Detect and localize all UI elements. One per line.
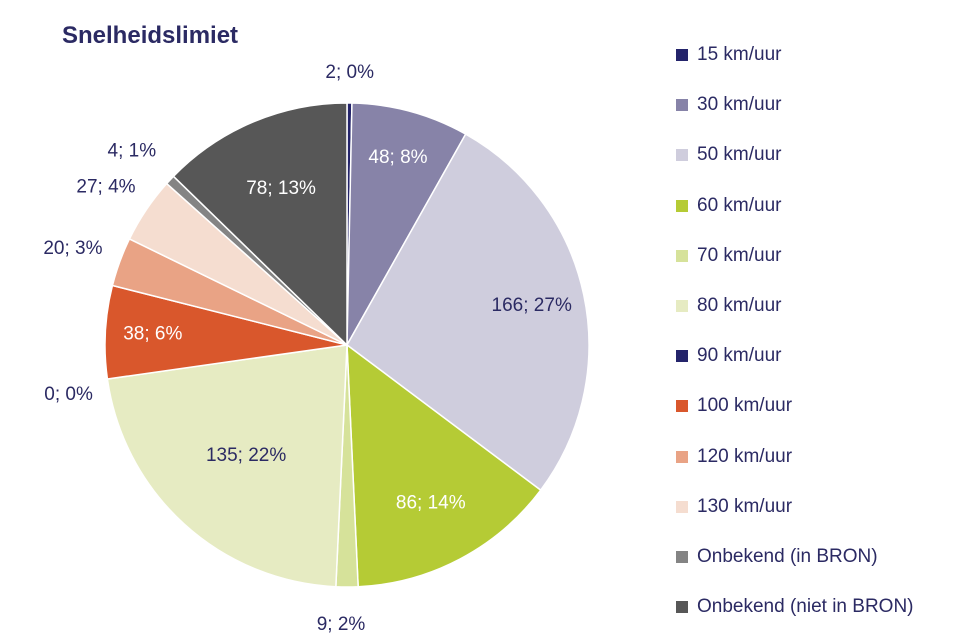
- legend-swatch: [676, 450, 688, 463]
- pie-slice-onbekend-niet-in-bron: [172, 102, 348, 347]
- legend-label: Onbekend (in BRON): [697, 545, 878, 567]
- legend-label: 30 km/uur: [697, 94, 782, 116]
- legend-label: 130 km/uur: [697, 495, 793, 517]
- legend-label: Onbekend (niet in BRON): [697, 596, 914, 618]
- data-label-70-km-uur: 9; 2%: [317, 614, 366, 635]
- legend-swatch: [676, 249, 688, 262]
- data-label-100-km-uur: 38; 6%: [123, 323, 182, 344]
- legend-label: 60 km/uur: [697, 194, 782, 216]
- data-label-80-km-uur: 135; 22%: [206, 445, 286, 466]
- data-label-130-km-uur: 27; 4%: [76, 177, 135, 198]
- legend-item-80-km-uur: 80 km/uur: [676, 281, 914, 331]
- legend-swatch: [676, 49, 688, 62]
- data-label-15-km-uur: 2; 0%: [325, 62, 374, 83]
- chart-title: Snelheidslimiet: [62, 22, 239, 49]
- data-label-30-km-uur: 48; 8%: [368, 147, 427, 168]
- legend-item-onbekend-niet-in-bron: Onbekend (niet in BRON): [676, 582, 914, 632]
- legend-swatch: [676, 199, 688, 212]
- legend-item-30-km-uur: 30 km/uur: [676, 80, 914, 130]
- legend-item-120-km-uur: 120 km/uur: [676, 432, 914, 482]
- legend-label: 50 km/uur: [697, 144, 782, 166]
- legend-swatch: [676, 350, 688, 363]
- legend-label: 100 km/uur: [697, 395, 793, 417]
- legend-item-50-km-uur: 50 km/uur: [676, 130, 914, 180]
- pie-slices: [104, 102, 590, 588]
- legend-label: 15 km/uur: [697, 44, 782, 66]
- pie-slice-60-km-uur: [346, 343, 542, 588]
- data-label-90-km-uur: 0; 0%: [44, 384, 93, 405]
- legend-item-100-km-uur: 100 km/uur: [676, 381, 914, 431]
- data-label-50-km-uur: 166; 27%: [492, 295, 572, 316]
- pie-slice-80-km-uur: [106, 344, 348, 588]
- legend-swatch: [676, 400, 688, 413]
- pie-data-labels: 2; 0% 48; 8% 166; 27% 86; 14% 9; 2% 135; 22% 0…: [43, 62, 572, 635]
- legend-item-60-km-uur: 60 km/uur: [676, 181, 914, 231]
- legend-item-90-km-uur: 90 km/uur: [676, 331, 914, 381]
- chart-legend: 15 km/uur 30 km/uur 50 km/uur 60 km/uur 70 k…: [676, 30, 914, 632]
- data-label-60-km-uur: 86; 14%: [396, 492, 466, 513]
- legend-swatch: [676, 149, 688, 162]
- legend-label: 90 km/uur: [697, 345, 782, 367]
- pie-slice-30-km-uur: [346, 102, 467, 346]
- legend-label: 120 km/uur: [697, 445, 793, 467]
- pie-slice-50-km-uur: [346, 133, 590, 492]
- legend-label: 80 km/uur: [697, 295, 782, 317]
- data-label-onbekend-niet-in-bron: 78; 13%: [246, 178, 316, 199]
- legend-swatch: [676, 500, 688, 513]
- legend-swatch: [676, 601, 688, 614]
- legend-item-onbekend-in-bron: Onbekend (in BRON): [676, 532, 914, 582]
- legend-swatch: [676, 300, 688, 313]
- data-label-120-km-uur: 20; 3%: [43, 238, 102, 259]
- legend-item-70-km-uur: 70 km/uur: [676, 231, 914, 281]
- legend-swatch: [676, 99, 688, 112]
- legend-swatch: [676, 550, 688, 563]
- legend-item-15-km-uur: 15 km/uur: [676, 30, 914, 80]
- data-label-onbekend-in-bron: 4; 1%: [108, 141, 157, 162]
- legend-label: 70 km/uur: [697, 244, 782, 266]
- legend-item-130-km-uur: 130 km/uur: [676, 482, 914, 532]
